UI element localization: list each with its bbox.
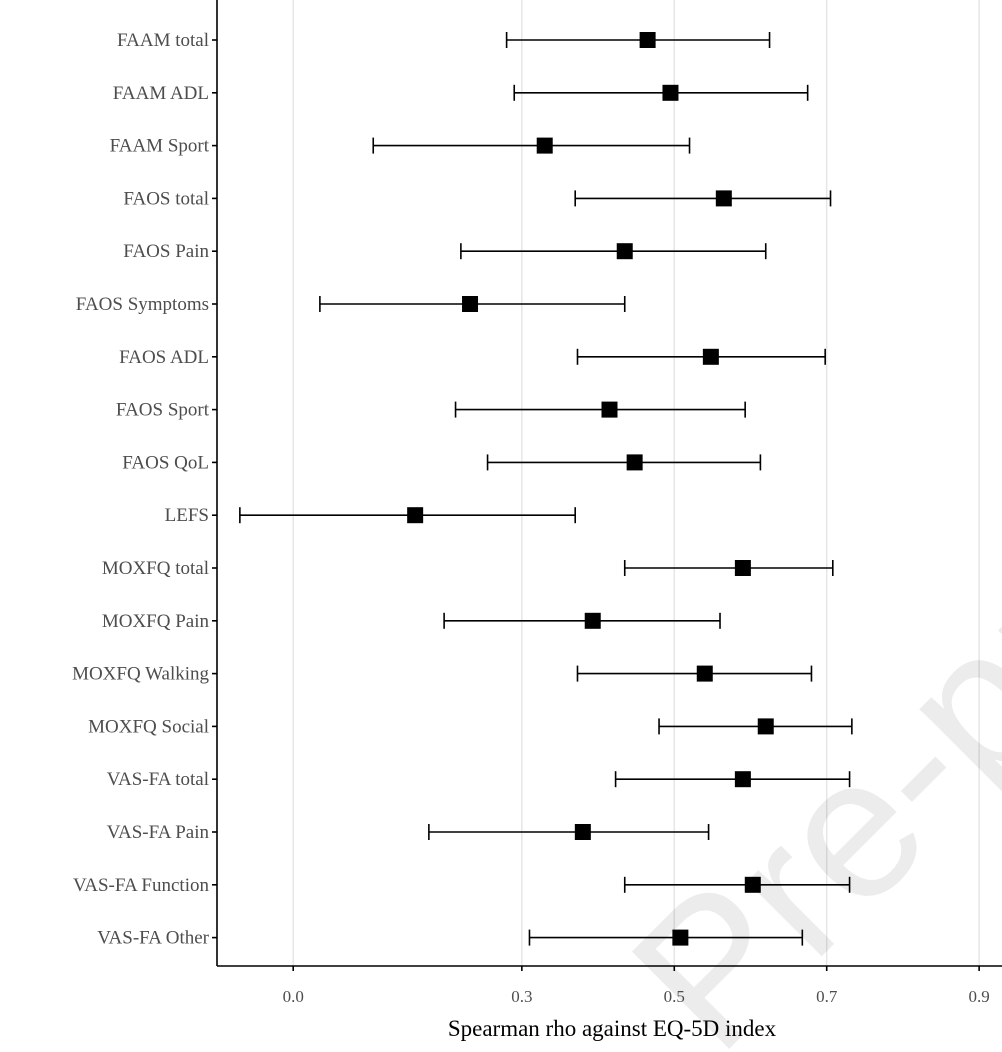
point-estimate (616, 243, 633, 260)
point-estimate (734, 560, 751, 576)
x-tick-label: 0.5 (664, 987, 685, 1006)
forest-row (576, 665, 813, 682)
point-estimate (407, 507, 424, 524)
y-tick-label: FAOS Sport (116, 400, 210, 421)
forest-row (454, 401, 746, 418)
forest-row (576, 348, 826, 365)
x-tick-label: 0.9 (969, 987, 990, 1006)
y-tick-label: MOXFQ Social (88, 716, 209, 737)
y-tick-label: FAOS QoL (122, 452, 209, 473)
point-estimate (574, 824, 591, 840)
point-estimate (702, 348, 719, 365)
x-tick-label: 0.7 (816, 987, 838, 1006)
watermark-text: Pre-pro (590, 462, 1002, 1052)
y-tick-label: VAS-FA Pain (107, 822, 210, 843)
point-estimate (584, 612, 601, 629)
forest-row (505, 32, 771, 48)
forest-row (623, 560, 834, 576)
y-tick-label: MOXFQ Walking (72, 664, 209, 685)
y-tick-label: FAOS Pain (123, 241, 209, 262)
point-estimate (639, 32, 656, 48)
y-tick-label: MOXFQ Pain (102, 611, 210, 632)
point-estimate (462, 296, 479, 312)
forest-row (239, 507, 577, 524)
point-estimate (672, 929, 689, 946)
point-estimate (626, 454, 643, 471)
error-bars (239, 32, 853, 946)
y-tick-label: LEFS (165, 505, 209, 526)
x-tick-label: 0.0 (283, 987, 304, 1006)
forest-row (658, 718, 853, 735)
point-estimate (715, 190, 732, 207)
forest-row (319, 296, 626, 312)
y-tick-label: FAAM Sport (110, 136, 210, 157)
forest-row (443, 612, 721, 629)
y-tick-label: FAAM ADL (113, 83, 209, 104)
y-tick-label: FAOS Symptoms (76, 294, 209, 315)
forest-row (460, 243, 767, 260)
forest-row (486, 454, 762, 471)
point-estimate (734, 771, 751, 788)
forest-row (623, 876, 851, 893)
forest-row (574, 190, 832, 207)
grid-lines (292, 0, 980, 966)
point-estimate (696, 665, 713, 682)
point-estimate (601, 401, 618, 418)
x-tick-labels: 0.0 0.3 0.5 0.7 0.9 (283, 987, 990, 1006)
point-estimate (662, 84, 679, 101)
forest-row (513, 84, 809, 101)
point-estimate (744, 876, 761, 893)
forest-row (614, 771, 851, 788)
y-tick-label: FAAM total (117, 30, 209, 51)
x-tick-label: 0.3 (511, 987, 532, 1006)
axes (212, 0, 1002, 971)
y-tick-label: VAS-FA total (107, 769, 209, 790)
forest-row (528, 929, 804, 946)
y-tick-label: FAOS ADL (119, 347, 209, 368)
forest-row (428, 824, 710, 840)
y-tick-label: FAOS total (123, 188, 209, 209)
point-estimate (757, 718, 774, 735)
forest-row (372, 137, 691, 154)
y-tick-label: VAS-FA Function (73, 875, 210, 896)
point-estimate (536, 137, 553, 154)
x-axis-title: Spearman rho against EQ-5D index (448, 1016, 777, 1041)
y-tick-labels: FAAM total FAAM ADL FAAM Sport FAOS total FA… (72, 30, 210, 949)
y-tick-label: MOXFQ total (102, 558, 209, 579)
y-tick-label: VAS-FA Other (97, 928, 209, 949)
